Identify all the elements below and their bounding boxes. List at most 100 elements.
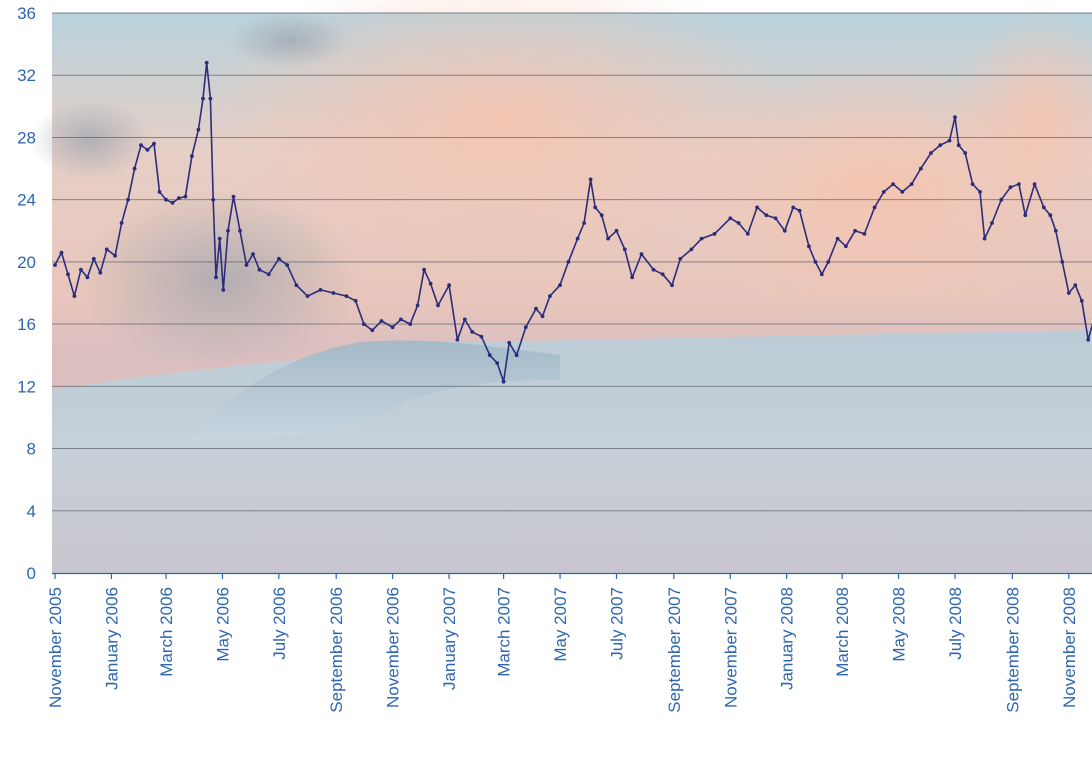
data-point bbox=[514, 353, 519, 358]
data-point bbox=[826, 260, 831, 264]
y-tick-label: 8 bbox=[27, 440, 36, 459]
x-tick-label: March 2007 bbox=[495, 587, 514, 677]
data-point bbox=[183, 194, 188, 199]
data-point bbox=[119, 221, 124, 225]
data-point bbox=[214, 275, 218, 280]
data-point bbox=[670, 283, 674, 288]
data-point bbox=[479, 334, 484, 339]
data-point bbox=[145, 148, 150, 152]
data-point bbox=[853, 228, 857, 233]
y-tick-label: 28 bbox=[17, 128, 36, 147]
data-point bbox=[226, 228, 230, 233]
x-tick-label: May 2008 bbox=[890, 587, 909, 662]
data-point bbox=[990, 221, 994, 225]
data-point bbox=[415, 303, 420, 308]
data-point bbox=[104, 247, 109, 252]
data-point bbox=[277, 256, 281, 261]
data-point bbox=[507, 340, 512, 345]
data-point bbox=[712, 232, 717, 236]
x-tick-label: March 2006 bbox=[157, 587, 176, 677]
data-point bbox=[558, 283, 562, 288]
data-point bbox=[318, 288, 323, 292]
x-tick-label: November 2007 bbox=[721, 587, 740, 708]
y-tick-label: 0 bbox=[27, 564, 36, 583]
x-tick-label: January 2006 bbox=[102, 587, 121, 690]
data-point bbox=[132, 166, 137, 171]
data-point bbox=[678, 256, 683, 261]
data-point bbox=[523, 325, 528, 330]
data-point bbox=[139, 143, 143, 148]
x-tick-label: November 2006 bbox=[384, 587, 403, 708]
data-point bbox=[238, 228, 242, 233]
data-point bbox=[728, 216, 733, 221]
x-tick-label: November 2008 bbox=[1060, 587, 1079, 708]
data-point bbox=[970, 182, 975, 187]
data-point bbox=[540, 314, 545, 319]
data-point bbox=[211, 197, 216, 202]
data-point bbox=[745, 232, 750, 236]
data-point bbox=[98, 270, 103, 275]
data-point bbox=[819, 272, 824, 277]
data-point bbox=[305, 294, 310, 298]
data-point bbox=[639, 252, 644, 256]
y-tick-label: 12 bbox=[17, 377, 36, 396]
data-point bbox=[495, 361, 500, 365]
data-point bbox=[487, 353, 492, 358]
data-point bbox=[331, 291, 336, 295]
data-point bbox=[177, 196, 181, 201]
series-group bbox=[53, 60, 1092, 384]
x-tick-label: May 2006 bbox=[213, 587, 232, 662]
data-point bbox=[53, 263, 57, 267]
data-point bbox=[157, 190, 162, 194]
data-point bbox=[534, 306, 538, 311]
data-point bbox=[370, 328, 375, 333]
data-point bbox=[1073, 283, 1078, 288]
data-point bbox=[582, 221, 586, 225]
data-point bbox=[1032, 182, 1037, 187]
data-point bbox=[196, 127, 201, 132]
data-point bbox=[1017, 182, 1021, 187]
data-point bbox=[807, 244, 811, 249]
data-point bbox=[257, 267, 262, 272]
data-point bbox=[566, 260, 571, 264]
data-point bbox=[79, 267, 83, 272]
y-axis-ticks: 0 4 8 12 16 20 24 28 32 36 bbox=[17, 4, 36, 583]
data-point bbox=[1066, 291, 1071, 295]
x-tick-label: September 2008 bbox=[1003, 587, 1022, 713]
photo-background bbox=[30, 0, 1092, 573]
data-point bbox=[956, 143, 961, 148]
data-point bbox=[548, 294, 552, 298]
data-point bbox=[909, 182, 914, 187]
data-point bbox=[428, 281, 433, 286]
data-point bbox=[891, 182, 895, 187]
data-point bbox=[835, 236, 840, 241]
y-tick-label: 20 bbox=[17, 253, 36, 272]
data-point bbox=[900, 190, 905, 194]
data-point bbox=[294, 283, 299, 288]
x-tick-label: September 2007 bbox=[665, 587, 684, 713]
data-point bbox=[813, 260, 818, 264]
data-point bbox=[844, 244, 848, 249]
data-point bbox=[588, 177, 593, 182]
data-point bbox=[455, 337, 460, 342]
data-point bbox=[699, 236, 704, 241]
data-point bbox=[938, 143, 943, 148]
data-point bbox=[251, 252, 255, 256]
x-tick-label: May 2007 bbox=[551, 587, 570, 662]
data-point bbox=[660, 272, 665, 277]
data-point bbox=[1053, 228, 1058, 233]
data-point bbox=[622, 247, 627, 252]
data-point bbox=[66, 272, 70, 277]
data-point bbox=[470, 330, 475, 334]
data-point bbox=[390, 325, 395, 330]
x-tick-label: January 2007 bbox=[440, 587, 459, 690]
data-point bbox=[797, 208, 802, 213]
data-point bbox=[782, 228, 787, 233]
data-point bbox=[362, 322, 366, 326]
y-tick-label: 24 bbox=[17, 191, 36, 210]
data-point bbox=[599, 213, 604, 218]
data-point bbox=[575, 236, 580, 241]
data-point bbox=[1060, 260, 1065, 264]
data-point bbox=[862, 232, 867, 236]
data-point bbox=[929, 151, 933, 155]
